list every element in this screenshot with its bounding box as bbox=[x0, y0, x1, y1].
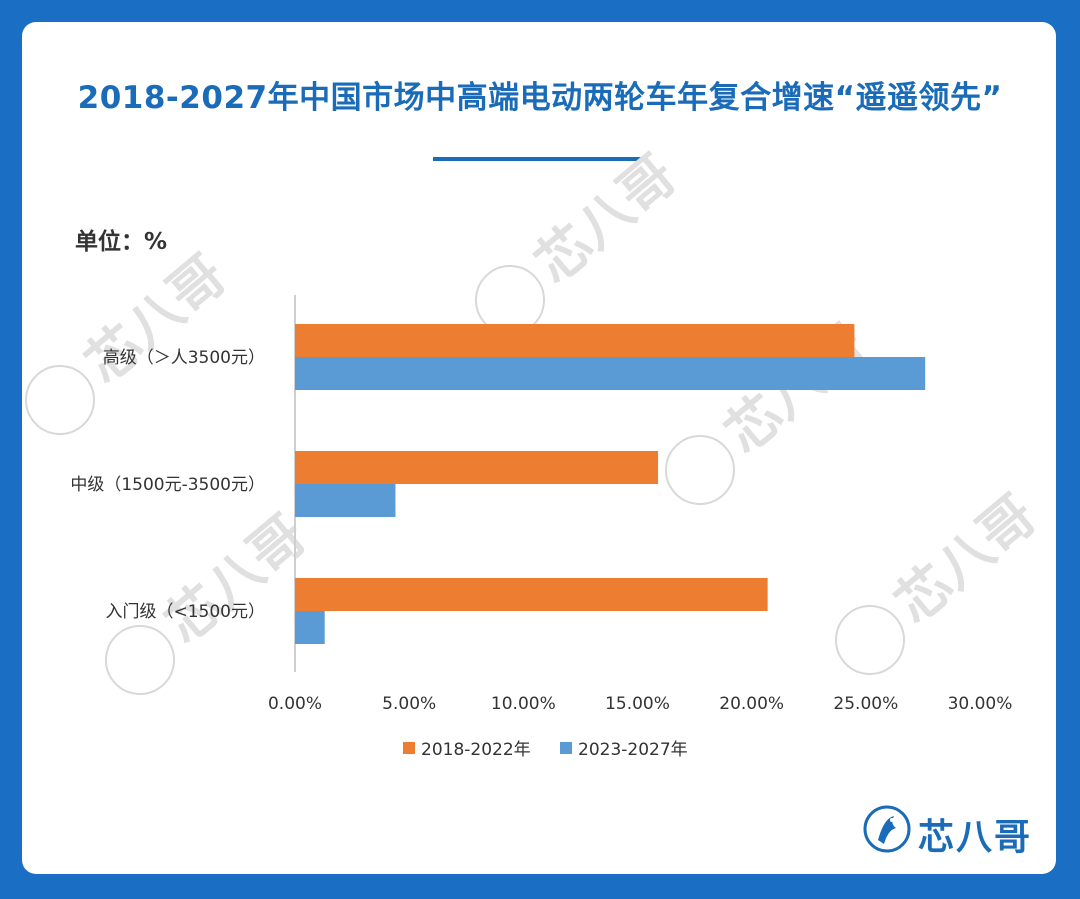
x-tick-label: 20.00% bbox=[719, 694, 784, 714]
bar-series1-1 bbox=[295, 451, 659, 484]
legend-label: 2018-2022年 bbox=[421, 740, 531, 760]
x-tick-label: 30.00% bbox=[948, 694, 1013, 714]
watermark-text: 芯八哥 bbox=[73, 243, 238, 395]
category-labels: 高级（＞人3500元） 中级（1500元-3500元） 入门级（<1500元） bbox=[70, 348, 265, 622]
legend-label: 2023-2027年 bbox=[578, 740, 688, 760]
legend-swatch bbox=[403, 742, 415, 754]
logo-icon-wrap bbox=[862, 804, 912, 854]
category-label: 入门级（<1500元） bbox=[105, 602, 265, 622]
bars-layer bbox=[295, 324, 926, 644]
category-label: 高级（＞人3500元） bbox=[103, 348, 265, 368]
bar-series2-1 bbox=[295, 484, 396, 517]
x-tick-labels: 0.00% 5.00% 10.00% 15.00% 20.00% 25.00% 30.00% bbox=[268, 694, 1012, 714]
bar-series1-2 bbox=[295, 578, 768, 611]
watermark-logo-icon bbox=[105, 625, 175, 695]
watermark-logo-icon bbox=[665, 435, 735, 505]
x-tick-label: 15.00% bbox=[605, 694, 670, 714]
watermark-text: 芯八哥 bbox=[883, 483, 1048, 635]
watermark-text: 芯八哥 bbox=[523, 143, 688, 295]
watermark: 芯八哥 bbox=[835, 483, 1048, 675]
unit-label: 单位：% bbox=[75, 229, 168, 255]
watermark-logo-icon bbox=[835, 605, 905, 675]
logo-text: 芯八哥 bbox=[918, 817, 1033, 858]
watermark: 芯八哥 bbox=[475, 143, 688, 335]
watermark-layer: 芯八哥芯八哥芯八哥芯八哥芯八哥 bbox=[25, 143, 1048, 695]
kingfisher-logo-icon bbox=[863, 805, 911, 853]
bar-series2-0 bbox=[295, 357, 926, 390]
x-tick-label: 5.00% bbox=[382, 694, 436, 714]
legend: 2018-2022年 2023-2027年 bbox=[403, 740, 688, 760]
x-tick-label: 25.00% bbox=[833, 694, 898, 714]
title-divider bbox=[433, 157, 646, 161]
chart-title: 2018-2027年中国市场中高端电动两轮车年复合增速“遥遥领先” bbox=[77, 80, 1003, 116]
x-tick-label: 0.00% bbox=[268, 694, 322, 714]
watermark-logo-icon bbox=[25, 365, 95, 435]
legend-swatch bbox=[560, 742, 572, 754]
x-tick-label: 10.00% bbox=[491, 694, 556, 714]
watermark: 芯八哥 bbox=[25, 243, 238, 435]
chart-card bbox=[22, 22, 1056, 874]
bar-series2-2 bbox=[295, 611, 325, 644]
bar-series1-0 bbox=[295, 324, 855, 357]
category-label: 中级（1500元-3500元） bbox=[70, 475, 265, 495]
watermark-text: 芯八哥 bbox=[153, 503, 318, 655]
